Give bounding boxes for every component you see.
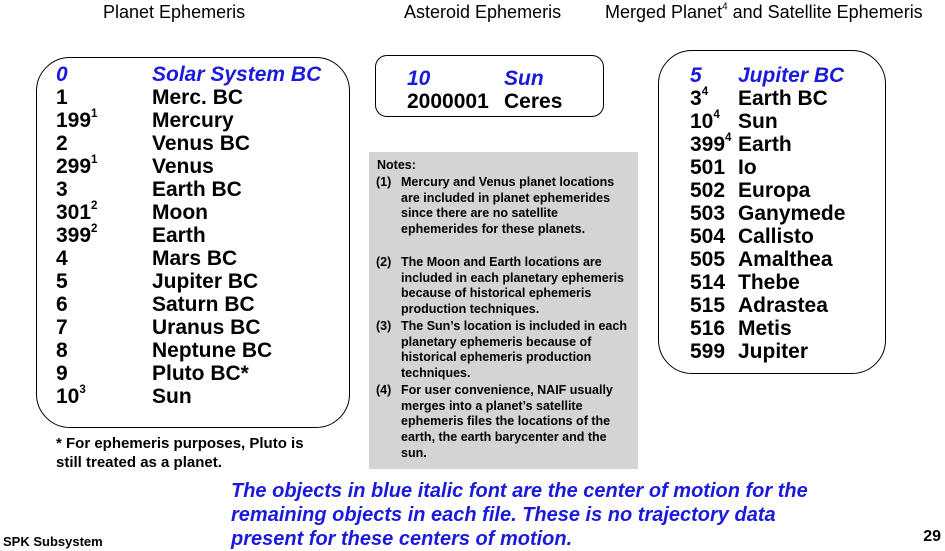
object-name: Ceres	[504, 90, 563, 113]
note-text: For user convenience, NAIF usually merge…	[401, 383, 613, 460]
note-reference: 4	[701, 86, 709, 99]
naif-id: 3992	[56, 223, 98, 247]
object-name: Mercury	[152, 109, 234, 132]
note-reference: 1	[91, 108, 98, 121]
planet-ephemeris-box	[36, 57, 350, 428]
object-name: Earth	[152, 224, 206, 247]
note-reference: 3	[79, 384, 86, 397]
object-name: Earth BC	[738, 87, 828, 110]
object-name: Jupiter BC	[152, 270, 259, 293]
naif-id: 0	[56, 63, 68, 86]
naif-id: 5	[56, 270, 68, 293]
object-name: Venus BC	[152, 132, 251, 155]
naif-id: 6	[56, 293, 68, 316]
object-name: Sun	[152, 385, 192, 408]
naif-id: 2	[56, 132, 68, 155]
object-name: Uranus BC	[152, 316, 261, 339]
object-name: Sun	[738, 110, 778, 133]
merged-ephemeris-box	[658, 50, 886, 374]
asteroid-ephemeris-heading: Asteroid Ephemeris	[404, 2, 562, 22]
naif-id: 1	[56, 86, 68, 109]
object-name: Venus	[152, 155, 214, 178]
note-number: (1)	[376, 175, 392, 189]
object-name: Merc. BC	[152, 86, 244, 109]
naif-id: 104	[690, 109, 720, 133]
naif-id: 34	[690, 86, 709, 110]
object-name: Neptune BC	[152, 339, 273, 362]
note-reference: 2	[91, 223, 98, 236]
object-name: Mars BC	[152, 247, 238, 270]
naif-id: 3	[56, 178, 68, 201]
naif-id: 515	[690, 294, 726, 317]
naif-id: 502	[690, 179, 726, 202]
object-name: Thebe	[738, 271, 800, 294]
object-name: Jupiter BC	[738, 64, 845, 87]
object-name: Earth	[738, 133, 792, 156]
object-name: Io	[738, 156, 757, 179]
naif-id: 1991	[56, 108, 98, 132]
page-number: 29	[923, 528, 941, 545]
note-reference: 4	[713, 109, 720, 122]
note-text: Mercury and Venus planet locations are i…	[401, 175, 615, 237]
naif-id: 10	[407, 67, 431, 90]
naif-id: 8	[56, 339, 68, 362]
footer-subsystem: SPK Subsystem	[3, 534, 103, 549]
naif-id: 3012	[56, 200, 98, 224]
naif-id: 503	[690, 202, 726, 225]
notes-title: Notes:	[377, 158, 416, 172]
note-number: (4)	[376, 383, 392, 397]
notes-panel: Notes: (1) Mercury and Venus planet loca…	[369, 152, 638, 469]
note-reference: 4	[725, 132, 732, 145]
naif-id: 504	[690, 225, 726, 248]
object-name: Moon	[152, 201, 208, 224]
object-name: Adrastea	[738, 294, 828, 317]
object-name: Earth BC	[152, 178, 242, 201]
object-name: Callisto	[738, 225, 814, 248]
naif-id: 2991	[56, 154, 98, 178]
asteroid-ephemeris-box	[375, 55, 604, 117]
object-name: Solar System BC	[152, 63, 322, 86]
naif-id: 9	[56, 362, 68, 385]
object-name: Europa	[738, 179, 811, 202]
note-number: (3)	[376, 319, 392, 333]
object-name: Metis	[738, 317, 792, 340]
object-name: Amalthea	[738, 248, 833, 271]
naif-id: 7	[56, 316, 68, 339]
note-number: (2)	[376, 255, 392, 269]
naif-id: 5	[690, 64, 702, 87]
center-of-motion-message: The objects in blue italic font are the …	[231, 480, 808, 550]
object-name: Ganymede	[738, 202, 846, 225]
merged-heading-post: and Satellite Ephemeris	[727, 2, 923, 22]
naif-id: 501	[690, 156, 726, 179]
note-reference: 1	[91, 154, 98, 167]
naif-id: 516	[690, 317, 726, 340]
merged-ephemeris-heading: Merged Planet4 and Satellite Ephemeris	[605, 2, 923, 23]
naif-id: 2000001	[407, 90, 489, 113]
merged-heading-pre: Merged Planet	[605, 2, 723, 22]
note-reference: 2	[91, 200, 98, 213]
object-name: Sun	[504, 67, 544, 90]
naif-id: 3994	[690, 132, 732, 156]
note-text: The Sun’s location is included in each p…	[401, 319, 627, 381]
naif-id: 599	[690, 340, 726, 363]
planet-ephemeris-heading: Planet Ephemeris	[103, 2, 246, 22]
object-name: Pluto BC*	[152, 362, 249, 385]
object-name: Jupiter	[738, 340, 809, 363]
note-text: The Moon and Earth locations are include…	[401, 255, 624, 317]
naif-id: 103	[56, 384, 86, 408]
naif-id: 4	[56, 247, 68, 270]
naif-id: 514	[690, 271, 726, 294]
pluto-footnote: * For ephemeris purposes, Pluto is still…	[56, 435, 304, 471]
naif-id: 505	[690, 248, 726, 271]
object-name: Saturn BC	[152, 293, 255, 316]
merged-heading-sup: 4	[722, 1, 728, 13]
